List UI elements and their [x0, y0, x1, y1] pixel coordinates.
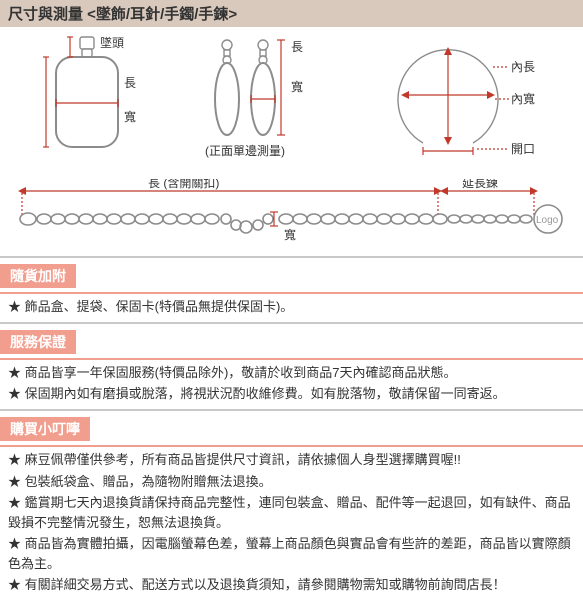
section-included: 隨貨加附 飾品盒、提袋、保固卡(特價品無提供保固卡)。: [0, 256, 583, 322]
page: 尺寸與測量 <墜飾/耳針/手鐲/手鍊> 墜頭 長 寬: [0, 0, 583, 600]
label-bangle-open: 開口: [511, 142, 535, 156]
diagram-earring: 長 寬 (正面單邊測量): [191, 33, 341, 173]
list-item: 保固期內如有磨損或脫落，將視狀況酌收維修費。如有脫落物，敬請保留一同寄返。: [8, 384, 575, 404]
diagram-bracelet: 長 (含開關扣) 延長鍊: [0, 175, 583, 256]
label-ear-len: 長: [291, 40, 303, 54]
list-item: 鑑賞期七天內退換貨請保持商品完整性，連同包裝盒、贈品、配件等一起退回，如有缺件、…: [8, 493, 575, 533]
label-bangle-innerwid: 內寬: [511, 91, 535, 106]
diagram-pendant: 墜頭 長 寬: [20, 33, 160, 163]
label-logo: Logo: [536, 215, 559, 226]
label-pendant-wid: 寬: [124, 109, 136, 124]
list-item: 飾品盒、提袋、保固卡(特價品無提供保固卡)。: [8, 297, 575, 317]
section-warranty: 服務保證 商品皆享一年保固服務(特價品除外)，敬請於收到商品7天內確認商品狀態。…: [0, 322, 583, 409]
list-item: 有關詳細交易方式、配送方式以及退換貨須知，請參閱購物需知或購物前詢問店長！: [8, 575, 575, 595]
list-item: 商品皆為實體拍攝，因電腦螢幕色差，螢幕上商品顏色與實品會有些許的差距，商品皆以實…: [8, 534, 575, 574]
list-item: 麻豆佩帶僅供參考，所有商品皆提供尺寸資訊，請依據個人身型選擇購買喔!!: [8, 450, 575, 470]
diagrams-row: 墜頭 長 寬 長: [0, 27, 583, 175]
list-item: 包裝紙袋盒、贈品，為隨物附贈無法退換。: [8, 472, 575, 492]
section-notes: 購買小叮嚀 麻豆佩帶僅供參考，所有商品皆提供尺寸資訊，請依據個人身型選擇購買喔!…: [0, 409, 583, 600]
section-included-title: 隨貨加附: [0, 264, 76, 288]
label-ear-wid: 寬: [291, 79, 303, 94]
label-brace-wid: 寬: [284, 227, 296, 242]
section-notes-title: 購買小叮嚀: [0, 417, 90, 441]
label-brace-len: 長 (含開關扣): [148, 179, 219, 190]
label-bangle-innerlen: 內長: [511, 60, 535, 74]
label-ear-caption: (正面單邊測量): [205, 144, 285, 158]
label-bail: 墜頭: [100, 35, 124, 50]
label-pendant-len: 長: [124, 76, 136, 90]
section-warranty-title: 服務保證: [0, 330, 76, 354]
label-brace-ext: 延長鍊: [462, 179, 498, 190]
list-item: 商品皆享一年保固服務(特價品除外)，敬請於收到商品7天內確認商品狀態。: [8, 363, 575, 383]
diagram-bangle: 內長 內寬 開口: [373, 33, 563, 173]
size-measure-header: 尺寸與測量 <墜飾/耳針/手鐲/手鍊>: [0, 0, 583, 27]
